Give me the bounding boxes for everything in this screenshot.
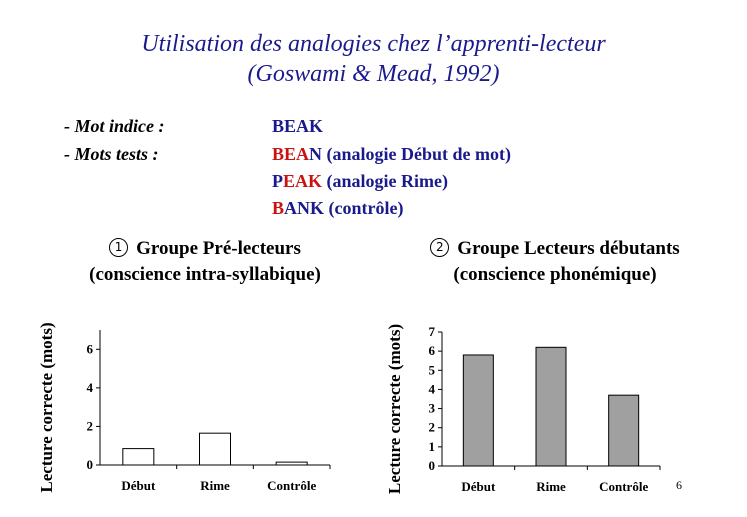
test-word-blue-part: ANK (contrôle) bbox=[284, 198, 404, 218]
cue-word-label: - Mot indice : bbox=[64, 116, 165, 136]
y-tick-label: 2 bbox=[429, 420, 436, 435]
group1-title-text: Groupe Pré-lecteurs bbox=[136, 238, 301, 259]
bar-Rime bbox=[535, 346, 567, 467]
bar-Début bbox=[462, 354, 494, 467]
test-word-red-part: B bbox=[272, 198, 285, 218]
y-tick-label: 1 bbox=[429, 439, 436, 454]
test-word-red-part: BEA bbox=[272, 144, 310, 164]
y-tick-label: 7 bbox=[429, 324, 436, 339]
x-category-label: Rime bbox=[200, 478, 230, 493]
group2-title: 2 Groupe Lecteurs débutants bbox=[395, 238, 715, 260]
y-tick-label: 6 bbox=[429, 343, 436, 358]
test-word-blue-part: P bbox=[272, 171, 283, 191]
chart-pre-readers: Lecture correcte (mots) 0 2 4 6 Début Rime Cont… bbox=[37, 322, 331, 493]
slide-title: Utilisation des analogies chez l’apprent… bbox=[141, 31, 606, 57]
y-tick-label: 6 bbox=[87, 341, 94, 356]
circled-number-two-icon: 2 bbox=[430, 238, 450, 257]
cue-word: BEAK bbox=[272, 116, 324, 136]
y-tick-label: 5 bbox=[429, 362, 436, 377]
slide-subtitle-citation: (Goswami & Mead, 1992) bbox=[247, 61, 500, 87]
y-tick-label: 4 bbox=[429, 381, 436, 396]
group2-subtitle: (conscience phonémique) bbox=[453, 264, 657, 285]
x-category-label: Contrôle bbox=[599, 479, 648, 494]
test-word-blue-part: (analogie Rime) bbox=[322, 171, 448, 191]
y-tick-label: 2 bbox=[87, 418, 94, 433]
group2-title-text: Groupe Lecteurs débutants bbox=[457, 238, 680, 259]
group1-subtitle: (conscience intra-syllabique) bbox=[89, 264, 321, 285]
x-category-label: Début bbox=[461, 479, 496, 494]
test-word-bank: BANK (contrôle) bbox=[272, 198, 403, 219]
chart-beginning-readers: Lecture correcte (mots) 0 1 2 3 4 5 6 7 Début Rime… bbox=[385, 324, 661, 494]
page-number: 6 bbox=[676, 478, 682, 492]
bar-Rime bbox=[199, 432, 231, 466]
y-axis-label: Lecture correcte (mots) bbox=[385, 324, 404, 494]
test-word-peak: PEAK (analogie Rime) bbox=[272, 171, 448, 192]
y-axis-label: Lecture correcte (mots) bbox=[37, 322, 56, 492]
y-tick-label: 0 bbox=[87, 457, 94, 472]
circled-number-one-icon: 1 bbox=[109, 238, 129, 257]
bar-Contrôle bbox=[608, 394, 640, 467]
x-category-label: Début bbox=[121, 478, 156, 493]
test-word-bean: BEAN (analogie Début de mot) bbox=[272, 144, 511, 165]
y-tick-label: 4 bbox=[87, 380, 94, 395]
group1-title: 1 Groupe Pré-lecteurs bbox=[60, 238, 350, 260]
y-tick-label: 0 bbox=[429, 458, 436, 473]
bar-Début bbox=[122, 448, 155, 466]
x-category-label: Contrôle bbox=[267, 478, 316, 493]
x-category-label: Rime bbox=[536, 479, 566, 494]
test-words-label: - Mots tests : bbox=[64, 144, 159, 164]
bar-Contrôle bbox=[275, 461, 308, 466]
test-word-red-part: EAK bbox=[283, 171, 323, 191]
y-tick-label: 3 bbox=[429, 401, 436, 416]
test-word-blue-part: N (analogie Début de mot) bbox=[309, 144, 511, 164]
